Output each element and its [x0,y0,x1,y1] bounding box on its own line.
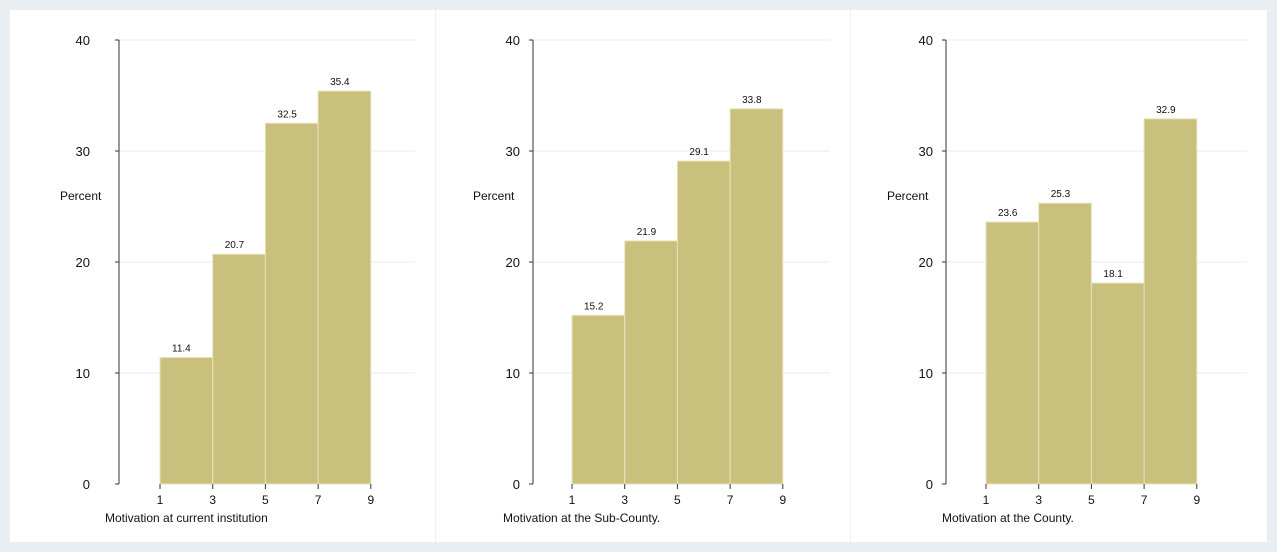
histogram-bar [212,253,266,485]
figure: 0 10 20 30 40 11.4 20.7 32.5 35.4 1 3 5 7 9 Percent Mot… [10,10,1267,542]
histogram-bar [159,356,214,485]
bar-value-label: 29.1 [689,147,709,158]
x-tick-label: 1 [157,493,164,507]
histogram-bar [985,221,1040,485]
y-tick-label: 20 [76,255,90,270]
bar-value-label: 25.3 [1051,189,1071,200]
x-tick-label: 7 [315,493,322,507]
y-tick-label: 10 [919,366,933,381]
bar-value-label: 35.4 [330,77,350,88]
x-tick-label: 9 [1193,493,1200,507]
x-tick-label: 9 [367,493,374,507]
x-tick-label: 5 [1088,493,1095,507]
bar-value-label: 20.7 [225,240,245,251]
chart-svg: 0 10 20 30 40 11.4 20.7 32.5 35.4 1 3 5 7 9 Percent Mot… [60,33,415,525]
x-axis-title: Motivation at current institution [105,511,268,525]
histogram-bar [317,90,372,485]
bar-value-label: 32.5 [277,109,297,120]
x-tick-label: 3 [209,493,216,507]
histogram-panel-county: 0 10 20 30 40 23.6 25.3 18.1 32.9 1 3 5 7 9 Percent Mot… [851,10,1267,542]
x-tick-label: 3 [1035,493,1042,507]
bar-value-label: 21.9 [637,227,657,238]
x-tick-label: 3 [621,493,628,507]
y-tick-label: 40 [919,33,933,48]
histogram-bar [571,314,626,485]
y-tick-label: 20 [919,255,933,270]
bar-value-label: 11.4 [172,343,191,354]
panel-divider [850,10,851,542]
y-tick-label: 10 [506,366,520,381]
histogram-bar [624,240,678,485]
y-tick-label: 0 [83,477,90,492]
x-tick-label: 7 [727,493,734,507]
y-tick-label: 30 [919,144,933,159]
x-tick-label: 7 [1141,493,1148,507]
bar-value-label: 33.8 [742,95,762,106]
x-axis-title: Motivation at the Sub-County. [503,511,660,525]
x-tick-label: 1 [569,493,576,507]
y-tick-label: 40 [76,33,90,48]
histogram-bar [729,108,784,485]
x-tick-label: 5 [674,493,681,507]
y-tick-label: 20 [506,255,520,270]
y-axis-title: Percent [473,189,515,203]
bar-value-label: 23.6 [998,208,1018,219]
y-axis-title: Percent [60,189,102,203]
y-axis-title: Percent [887,189,929,203]
x-tick-label: 5 [262,493,269,507]
chart-svg: 0 10 20 30 40 15.2 21.9 29.1 33.8 1 3 5 7 9 Percent Mot… [473,33,830,525]
bar-value-label: 18.1 [1103,269,1123,280]
histogram-bar [1143,118,1198,485]
bar-value-label: 15.2 [584,301,604,312]
x-tick-label: 9 [779,493,786,507]
bar-value-label: 32.9 [1156,105,1176,116]
y-tick-label: 30 [76,144,90,159]
panel-divider [435,10,436,542]
histogram-bar [676,160,731,485]
y-tick-label: 10 [76,366,90,381]
histogram-bar [264,122,319,485]
chart-svg: 0 10 20 30 40 23.6 25.3 18.1 32.9 1 3 5 7 9 Percent Mot… [887,33,1247,525]
y-tick-label: 0 [926,477,933,492]
histogram-bar [1038,202,1092,485]
histogram-panel-institution: 0 10 20 30 40 11.4 20.7 32.5 35.4 1 3 5 7 9 Percent Mot… [10,10,435,542]
y-tick-label: 0 [513,477,520,492]
y-tick-label: 30 [506,144,520,159]
y-tick-label: 40 [506,33,520,48]
x-axis-title: Motivation at the County. [942,511,1074,525]
x-tick-label: 1 [983,493,990,507]
histogram-panel-sub-county: 0 10 20 30 40 15.2 21.9 29.1 33.8 1 3 5 7 9 Percent Mot… [436,10,850,542]
histogram-bar [1090,282,1145,485]
